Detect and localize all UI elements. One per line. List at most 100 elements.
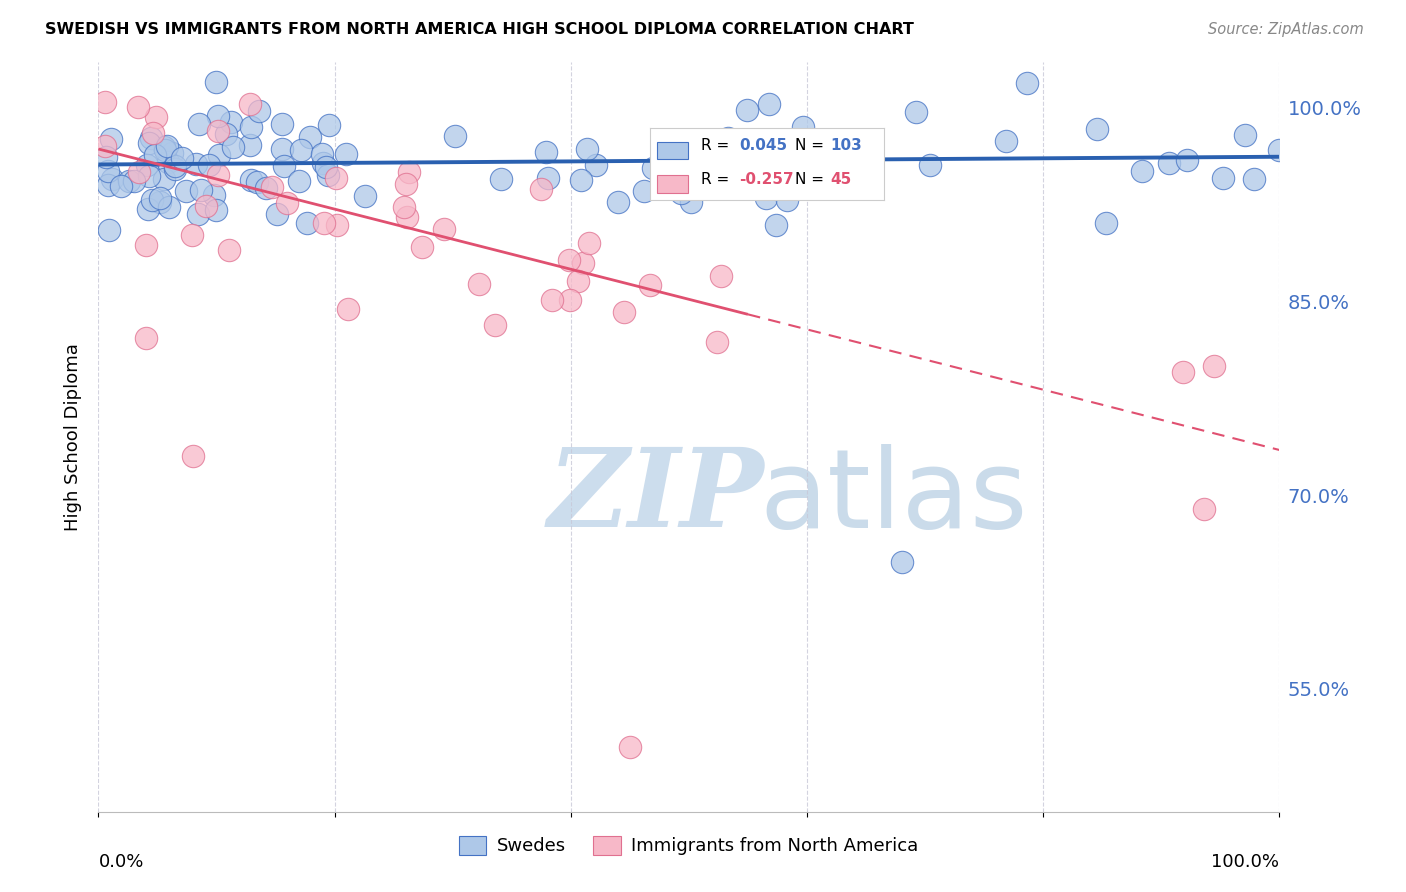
Point	[205, 75, 228, 89]
Point	[775, 193, 797, 207]
Point	[536, 145, 558, 160]
Point	[181, 450, 204, 464]
Point	[569, 172, 592, 186]
Point	[222, 139, 245, 153]
Text: SWEDISH VS IMMIGRANTS FROM NORTH AMERICA HIGH SCHOOL DIPLOMA CORRELATION CHART: SWEDISH VS IMMIGRANTS FROM NORTH AMERICA…	[45, 22, 914, 37]
Text: R =: R =	[702, 172, 734, 187]
Point	[149, 195, 172, 210]
Point	[396, 211, 419, 225]
Point	[142, 126, 165, 140]
Point	[808, 146, 831, 161]
Point	[920, 158, 942, 172]
Point	[1268, 143, 1291, 157]
Point	[141, 193, 163, 207]
Point	[567, 274, 589, 288]
Point	[136, 158, 159, 172]
Point	[195, 199, 218, 213]
Point	[290, 143, 312, 157]
Point	[246, 175, 269, 189]
Text: 45: 45	[830, 172, 852, 187]
Point	[218, 243, 240, 257]
Point	[143, 148, 166, 162]
Point	[633, 184, 655, 198]
Point	[1177, 153, 1199, 167]
Point	[239, 97, 262, 112]
Point	[318, 118, 340, 132]
Point	[254, 181, 277, 195]
Point	[93, 139, 115, 153]
Point	[395, 177, 418, 191]
Text: 0.045: 0.045	[738, 138, 787, 153]
Point	[1015, 77, 1038, 91]
Text: R =: R =	[702, 138, 734, 153]
Point	[247, 104, 270, 119]
Point	[181, 227, 204, 242]
Point	[97, 178, 120, 192]
Point	[315, 160, 337, 174]
Point	[273, 159, 295, 173]
Point	[326, 218, 349, 232]
Point	[792, 120, 814, 134]
Point	[354, 188, 377, 202]
Point	[796, 160, 818, 174]
Point	[758, 96, 780, 111]
Text: N =: N =	[794, 138, 830, 153]
Point	[995, 134, 1018, 148]
Text: atlas: atlas	[759, 443, 1028, 550]
Point	[336, 301, 359, 316]
Point	[98, 223, 121, 237]
Point	[149, 191, 172, 205]
Point	[585, 158, 607, 172]
Y-axis label: High School Diploma: High School Diploma	[63, 343, 82, 531]
Point	[299, 129, 322, 144]
Point	[571, 256, 593, 270]
Point	[153, 140, 176, 154]
Point	[145, 110, 167, 124]
Point	[239, 172, 262, 186]
Point	[765, 218, 787, 232]
Point	[669, 186, 692, 200]
FancyBboxPatch shape	[657, 175, 688, 193]
Point	[207, 109, 229, 123]
Point	[672, 143, 695, 157]
Point	[165, 161, 187, 176]
Point	[489, 172, 512, 186]
Point	[139, 131, 162, 145]
Point	[578, 236, 600, 251]
Point	[184, 156, 207, 170]
Point	[163, 159, 186, 173]
Point	[127, 100, 149, 114]
Point	[100, 132, 122, 146]
Point	[136, 202, 159, 217]
Point	[190, 183, 212, 197]
Point	[717, 131, 740, 145]
Point	[755, 191, 778, 205]
Point	[170, 151, 193, 165]
Point	[271, 142, 294, 156]
Point	[207, 168, 229, 182]
Point	[325, 171, 347, 186]
Point	[312, 156, 335, 170]
Point	[1087, 122, 1109, 136]
Point	[537, 171, 560, 186]
Point	[1171, 365, 1194, 379]
Point	[207, 124, 229, 138]
Point	[311, 146, 333, 161]
Point	[1233, 128, 1256, 142]
Point	[94, 95, 117, 110]
Point	[335, 147, 357, 161]
Point	[188, 117, 211, 131]
Point	[825, 151, 848, 165]
Point	[706, 335, 728, 350]
Point	[128, 165, 150, 179]
Point	[208, 148, 231, 162]
Text: 0.0%: 0.0%	[98, 853, 143, 871]
Point	[484, 318, 506, 332]
Point	[153, 171, 176, 186]
Point	[709, 269, 731, 284]
Point	[94, 150, 117, 164]
Point	[735, 103, 758, 117]
Point	[741, 151, 763, 165]
Point	[162, 146, 184, 161]
Point	[174, 184, 197, 198]
